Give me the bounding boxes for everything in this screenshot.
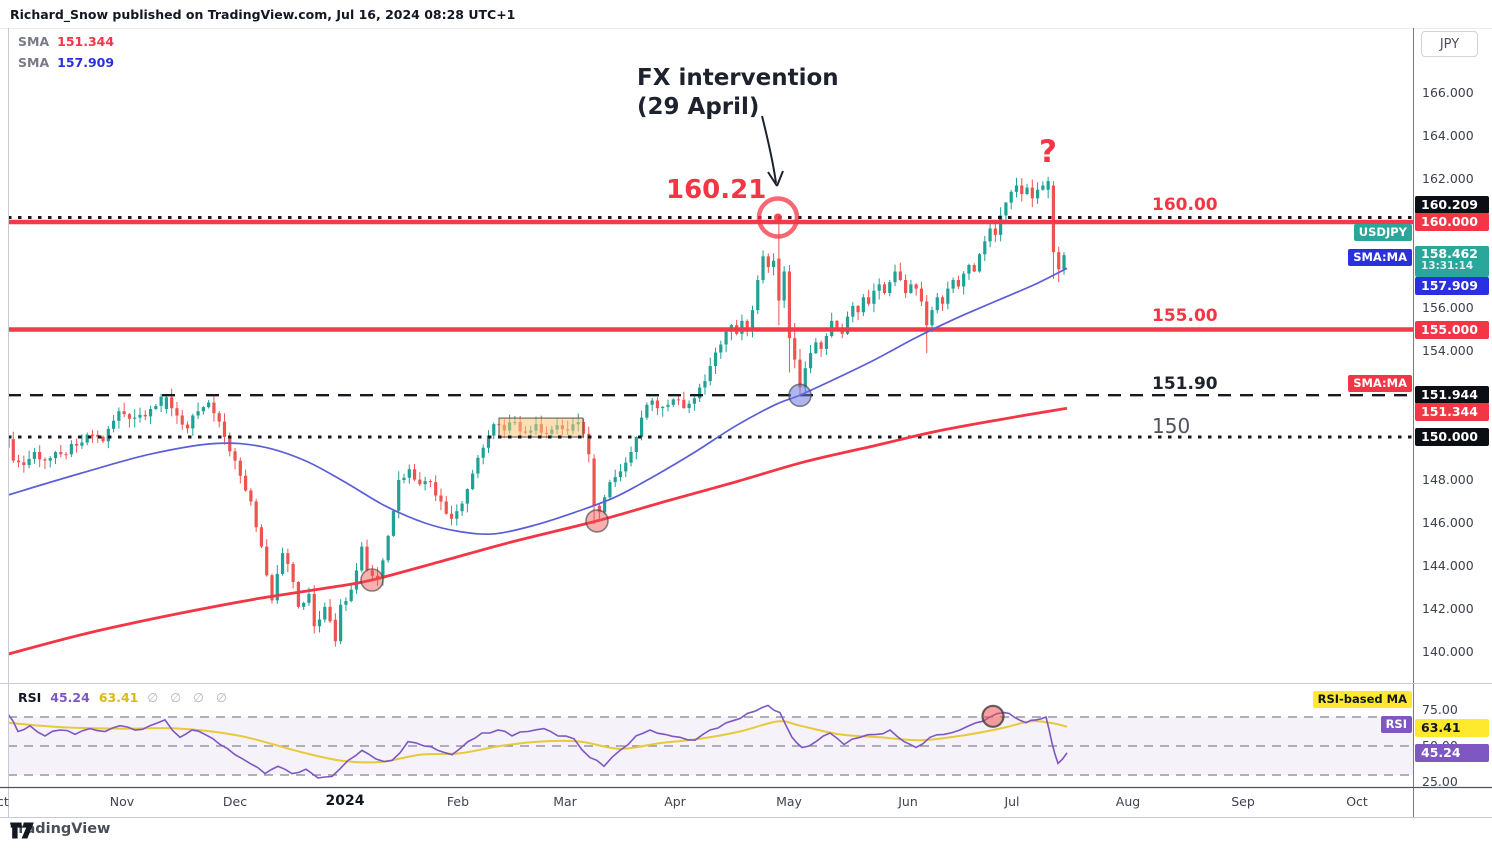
fx-intervention-line2: (29 April): [637, 94, 760, 120]
axis-tag-sma-ma: SMA:MA: [1348, 375, 1412, 393]
sma-touch-marker[interactable]: [360, 568, 384, 592]
time-label-jul: Jul: [1004, 794, 1020, 809]
annotation-question-mark[interactable]: ?: [1039, 134, 1057, 170]
price-tick: 142.000: [1422, 601, 1474, 616]
sma-touch-marker[interactable]: [788, 383, 812, 408]
axis-tag-sma-ma: SMA:MA: [1348, 248, 1412, 266]
price-label-151.344: 151.344: [1415, 403, 1489, 422]
time-label-2024: 2024: [325, 793, 365, 809]
price-tick: 148.000: [1422, 472, 1474, 487]
indicator-legend: SMA 151.344 SMA 157.909: [18, 31, 114, 73]
sma-fast-legend-row: SMA 157.909: [18, 52, 114, 73]
sma-fast-value: 157.909: [57, 55, 115, 70]
annotation-spike-price[interactable]: 160.21: [666, 175, 767, 205]
price-label-150.000: 150.000: [1415, 428, 1489, 446]
intervention-ring-dot: [774, 213, 782, 222]
price-label-63.41: 63.41: [1415, 718, 1489, 737]
rsi-line[interactable]: [8, 704, 1068, 779]
annotation-level-160[interactable]: 160.00: [1152, 195, 1218, 215]
price-tick: 144.000: [1422, 558, 1474, 573]
sma-slow-line[interactable]: [8, 406, 1068, 656]
price-tick: 156.000: [1422, 300, 1474, 315]
price-tick: 140.000: [1422, 644, 1474, 659]
tradingview-attribution[interactable]: TradingView: [10, 821, 111, 839]
annotation-level-151-90[interactable]: 151.90: [1152, 374, 1218, 394]
time-label-jun: Jun: [898, 794, 918, 809]
candles-down-wicks: [12, 178, 1060, 647]
tradingview-logo-icon: [10, 822, 34, 839]
rsi-legend: RSI 45.24 63.41 ∅ ∅ ∅ ∅: [18, 690, 231, 705]
time-label-dec: Dec: [222, 794, 248, 809]
annotation-level-150[interactable]: 150: [1152, 414, 1191, 438]
consolidation-box-drawing[interactable]: [498, 417, 584, 438]
sma-slow-value: 151.344: [57, 34, 115, 49]
rsi-empty-params: ∅ ∅ ∅ ∅: [147, 690, 231, 705]
time-axis[interactable]: Oct Nov Dec 2024 Feb Mar Apr May Jun Jul Aug Sep Oct: [0, 788, 1492, 817]
time-label-may: May: [776, 794, 802, 809]
time-label-sep: Sep: [1231, 794, 1255, 809]
price-label-157.909: 157.909: [1415, 276, 1489, 295]
candles-up-bodies: [8, 181, 1066, 642]
rsi-ma-line[interactable]: [8, 720, 1068, 764]
currency-button[interactable]: JPY: [1421, 31, 1478, 57]
main-pane[interactable]: [6, 176, 1413, 656]
annotation-level-155[interactable]: 155.00: [1152, 306, 1218, 326]
price-tick: 75.00: [1422, 701, 1458, 717]
rsi-value: 45.24: [50, 690, 90, 705]
rsi-pane[interactable]: [8, 704, 1413, 779]
price-axis[interactable]: 166.000 164.000 162.000 156.000 154.000 148.0…: [1414, 28, 1492, 818]
time-label-feb: Feb: [446, 794, 470, 809]
annotation-fx-intervention[interactable]: FX intervention (29 April): [637, 64, 839, 122]
price-label-155.000: 155.000: [1415, 320, 1489, 339]
time-label-mar: Mar: [553, 794, 577, 809]
price-label-160.000: 160.000: [1415, 213, 1489, 231]
price-tick: 154.000: [1422, 343, 1474, 358]
intervention-ring-marker[interactable]: [756, 196, 800, 239]
sma-label: SMA: [18, 55, 50, 70]
rsi-ma-value: 63.41: [98, 690, 139, 705]
axis-tag-rsi: RSI: [1380, 715, 1412, 733]
fx-intervention-line1: FX intervention: [637, 65, 839, 91]
annotation-arrow[interactable]: [761, 115, 777, 184]
price-label-158.462: 158.462 13:31:14: [1415, 245, 1489, 277]
price-tick: 146.000: [1422, 515, 1474, 530]
sma-fast-line[interactable]: [8, 267, 1068, 536]
axis-tag-rsi-based-ma: RSI-based MA: [1312, 690, 1412, 708]
time-label-oct: Oct: [0, 794, 9, 809]
byline: Richard_Snow published on TradingView.co…: [10, 7, 516, 22]
rsi-label: RSI: [18, 690, 42, 705]
annotation-arrowhead: [767, 170, 784, 187]
time-label-nov: Nov: [109, 794, 135, 809]
price-tick: 164.000: [1422, 128, 1474, 143]
time-label-aug: Aug: [1115, 794, 1141, 809]
sma-label: SMA: [18, 34, 50, 49]
price-label-151.944: 151.944: [1415, 386, 1489, 405]
price-tick: 25.00: [1422, 774, 1458, 790]
price-label-45.24: 45.24: [1415, 743, 1489, 762]
price-label-160.209: 160.209: [1415, 195, 1489, 214]
candles-up-wicks: [8, 176, 1065, 645]
sma-touch-marker[interactable]: [585, 509, 609, 533]
tradingview-brand-text: TradingView: [10, 821, 111, 837]
candles-down-bodies: [11, 185, 1061, 642]
rsi-circle-marker[interactable]: [981, 704, 1005, 728]
time-label-oct: Oct: [1346, 794, 1368, 809]
price-tick: 166.000: [1422, 85, 1474, 100]
axis-tag-usdjpy: USDJPY: [1353, 224, 1412, 242]
price-tick: 162.000: [1422, 171, 1474, 186]
time-label-apr: Apr: [664, 794, 686, 809]
sma-slow-legend-row: SMA 151.344: [18, 31, 114, 52]
